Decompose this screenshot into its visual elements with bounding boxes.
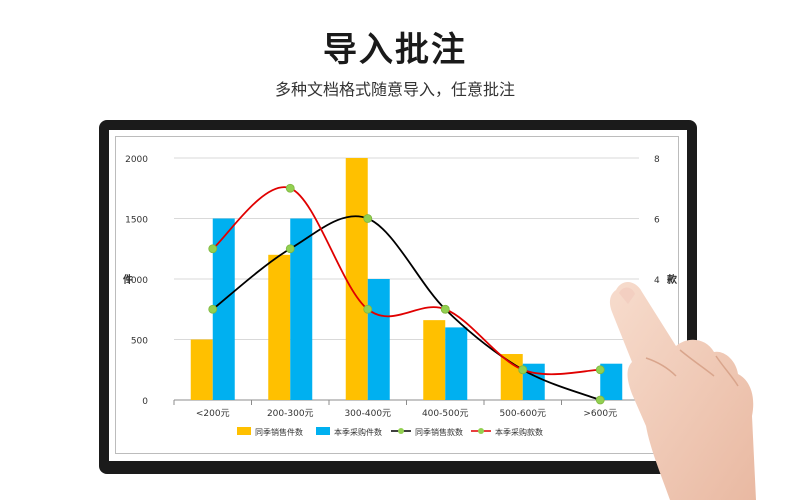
bar-same-season-sales xyxy=(268,254,291,400)
bar-same-season-sales xyxy=(500,354,523,400)
bar-this-season-purchase xyxy=(445,327,468,400)
x-tick-label: >600元 xyxy=(583,409,617,419)
point-this-season-purchase-styles xyxy=(208,244,218,254)
point-this-season-purchase-styles xyxy=(595,365,605,375)
knuckle-line xyxy=(645,349,739,387)
combo-chart: 050010001500200002468件款<200元200-300元300-… xyxy=(123,155,678,437)
legend-swatch xyxy=(237,427,251,435)
hero-subtitle: 多种文档格式随意导入，任意批注 xyxy=(274,80,515,99)
bar-this-season-purchase xyxy=(367,279,390,400)
bar-same-season-sales xyxy=(423,320,446,400)
y-tick-label: 1000 xyxy=(125,276,148,286)
legend-label: 本季采购件数 xyxy=(334,427,382,437)
y2-tick-label: 4 xyxy=(654,276,660,286)
y-tick-label: 0 xyxy=(142,397,148,407)
fingernail xyxy=(619,287,635,304)
y-tick-label: 1500 xyxy=(125,216,148,226)
line-same-season-sales-styles xyxy=(212,215,601,401)
bar-same-season-sales xyxy=(345,158,368,400)
x-tick-label: <200元 xyxy=(196,409,230,419)
pointing-hand-image xyxy=(609,281,756,500)
legend-marker xyxy=(478,428,484,434)
monitor-frame: 050010001500200002468件款<200元200-300元300-… xyxy=(99,120,697,474)
chart-frame xyxy=(115,136,679,454)
point-same-season-sales-styles xyxy=(363,214,373,223)
bar-this-season-purchase xyxy=(290,218,313,400)
point-this-season-purchase-styles xyxy=(363,304,373,314)
y2-tick-label: 6 xyxy=(654,216,660,226)
bar-same-season-sales xyxy=(190,339,213,400)
point-this-season-purchase-styles xyxy=(518,365,528,375)
bar-this-season-purchase xyxy=(600,363,623,400)
legend-label: 同季销售款数 xyxy=(415,427,463,437)
x-tick-label: 400-500元 xyxy=(422,409,469,419)
y-tick-label: 500 xyxy=(131,337,148,347)
y2-tick-label: 8 xyxy=(654,155,660,165)
x-tick-label: 300-400元 xyxy=(344,409,391,419)
x-tick-label: 500-600元 xyxy=(499,409,546,419)
point-this-season-purchase-styles xyxy=(285,183,295,193)
point-same-season-sales-styles xyxy=(595,395,605,405)
y-tick-label: 2000 xyxy=(125,155,148,165)
hero-title: 导入批注 xyxy=(323,30,467,70)
legend-marker xyxy=(398,428,404,434)
hand-palm xyxy=(609,281,756,500)
x-tick-label: 200-300元 xyxy=(267,409,314,419)
point-this-season-purchase-styles xyxy=(440,304,450,314)
legend-swatch xyxy=(316,427,330,435)
legend-label: 本季采购款数 xyxy=(495,427,543,437)
bar-this-season-purchase xyxy=(212,218,235,400)
y2-axis-title: 款 xyxy=(667,273,678,286)
point-same-season-sales-styles xyxy=(208,304,218,314)
monitor-screen: 050010001500200002468件款<200元200-300元300-… xyxy=(109,130,687,461)
y-axis-title: 件 xyxy=(123,273,133,286)
point-same-season-sales-styles xyxy=(285,244,295,254)
legend-label: 同季销售件数 xyxy=(255,427,303,437)
